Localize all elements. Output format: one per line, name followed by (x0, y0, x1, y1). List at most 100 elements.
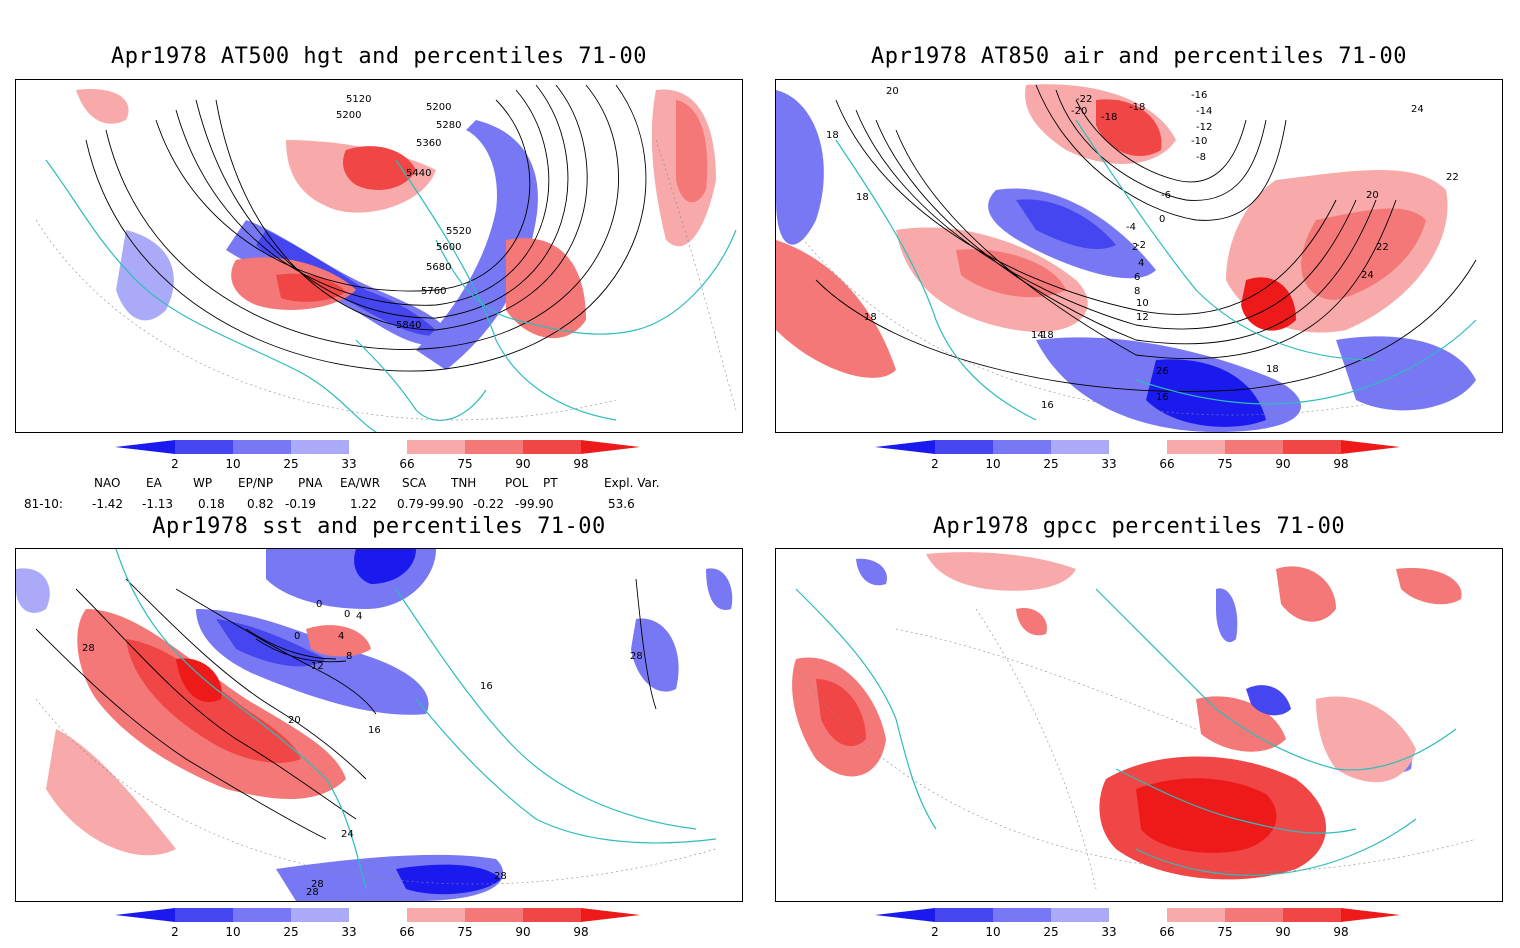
contour-label: -22 (1076, 94, 1092, 105)
colorbar-tick-label: 33 (341, 925, 356, 939)
colorbar-tick-label: 75 (457, 925, 472, 939)
contour-label: 18 (856, 192, 869, 203)
colorbar-segment (935, 908, 993, 922)
contour-label: 16 (368, 725, 381, 736)
index-value: 0.79 (397, 497, 424, 511)
contour-label: 5760 (421, 286, 446, 297)
colorbar-tick-label: 90 (1275, 457, 1290, 471)
contour-label: 24 (341, 829, 354, 840)
colorbar-panel-4: 2 10 25 33 66 75 90 98 (875, 908, 1405, 948)
coastlines (835, 119, 1477, 421)
contour-label: 5280 (436, 120, 461, 131)
colorbar-segment (1225, 908, 1283, 922)
colorbar-segment (581, 908, 640, 922)
contour-label: 28 (630, 651, 643, 662)
colorbar-segment (407, 908, 465, 922)
colorbar-tick-label: 2 (171, 457, 179, 471)
contour-label: 4 (356, 611, 362, 622)
panel-title-gpcc: Apr1978 gpcc percentiles 71-00 (932, 514, 1346, 539)
contour-label: 5840 (396, 320, 421, 331)
contour-label: 24 (1411, 104, 1424, 115)
contour-label: 14 (1031, 330, 1044, 341)
colorbar-segment (1051, 440, 1109, 454)
contour-label: 20 (886, 86, 899, 97)
contour-label: 18 (1041, 330, 1054, 341)
contour-label: 24 (1361, 270, 1374, 281)
index-header: EP/NP (238, 476, 274, 490)
contour-label: 0 (1159, 214, 1165, 225)
colorbar-panel-3: 2 10 25 33 66 75 90 98 (115, 908, 645, 948)
colorbar-segment (1341, 908, 1400, 922)
contour-label: 5200 (336, 110, 361, 121)
index-value: 0.18 (198, 497, 225, 511)
contour-label: 4 (1138, 258, 1144, 269)
colorbar-tick-label: 33 (1101, 925, 1116, 939)
colorbar-segment (465, 908, 523, 922)
colorbar-tick-label: 98 (573, 925, 588, 939)
contour-label: 5600 (436, 242, 461, 253)
index-row-label: 81-10: (24, 497, 63, 511)
colorbar-segment (523, 440, 581, 454)
contour-label: 5440 (406, 168, 431, 179)
colorbar-segment (233, 440, 291, 454)
colorbar-segment (875, 908, 935, 922)
colorbar-segment (1051, 908, 1109, 922)
map-sst: 28 0 0 4 0 4 8 12 16 20 24 28 28 28 16 28 (15, 548, 743, 902)
index-value: -99.90 (515, 497, 554, 511)
index-header: POL (505, 476, 529, 490)
contours (35, 578, 657, 840)
colorbar-tick-label: 25 (1043, 457, 1058, 471)
contour-label: 16 (1041, 400, 1054, 411)
percentile-shading (776, 84, 1476, 432)
grid-lines (35, 698, 717, 885)
index-header: EA/WR (340, 476, 381, 490)
index-header: Expl. Var. (604, 476, 660, 490)
contour-label: 5520 (446, 226, 471, 237)
contour-label: 5120 (346, 94, 371, 105)
panel-title-sst: Apr1978 sst and percentiles 71-00 (152, 514, 606, 539)
colorbar-tick-label: 33 (341, 457, 356, 471)
index-value: 53.6 (608, 497, 635, 511)
contour-label: 16 (480, 681, 493, 692)
contour-label: -4 (1126, 222, 1136, 233)
map-gpcc (775, 548, 1503, 902)
colorbar-segment (1283, 440, 1341, 454)
colorbar-tick-label: 10 (985, 457, 1000, 471)
colorbar-tick-label: 75 (1217, 457, 1232, 471)
index-header: EA (146, 476, 162, 490)
colorbar-tick-label: 90 (515, 925, 530, 939)
contour-label: -2 (1136, 240, 1146, 251)
colorbar-segment (407, 440, 465, 454)
contour-label: 28 (494, 871, 507, 882)
colorbar-segment (349, 440, 407, 454)
colorbar-segment (581, 440, 640, 454)
index-value: -99.90 (425, 497, 464, 511)
colorbar-tick-label: 90 (1275, 925, 1290, 939)
contour-label: 10 (1136, 298, 1149, 309)
colorbar-segment (993, 440, 1051, 454)
colorbar-segment (1225, 440, 1283, 454)
colorbar-segment (465, 440, 523, 454)
colorbar-tick-label: 98 (1333, 925, 1348, 939)
contour-label: 20 (1366, 190, 1379, 201)
colorbar-segment (1167, 908, 1225, 922)
contour-label: 16 (1156, 392, 1169, 403)
colorbar-tick-label: 10 (225, 925, 240, 939)
colorbar-tick-label: 2 (931, 457, 939, 471)
colorbar-segment (875, 440, 935, 454)
colorbar-tick-label: 2 (931, 925, 939, 939)
colorbar-panel-2: 2 10 25 33 66 75 90 98 (875, 440, 1405, 480)
coastlines (115, 549, 717, 890)
contour-label: -20 (1071, 106, 1087, 117)
contour-label: 2 (1132, 242, 1138, 253)
contour-label: 28 (82, 643, 95, 654)
panel-title-air850: Apr1978 AT850 air and percentiles 71-00 (870, 44, 1408, 69)
coastlines (795, 588, 1457, 876)
contour-label: 4 (338, 631, 344, 642)
index-header: TNH (451, 476, 477, 490)
colorbar-tick-label: 25 (283, 925, 298, 939)
colorbar-tick-label: 33 (1101, 457, 1116, 471)
percentile-shading (76, 89, 716, 370)
contour-label: 20 (288, 715, 301, 726)
colorbar-segment (349, 908, 407, 922)
